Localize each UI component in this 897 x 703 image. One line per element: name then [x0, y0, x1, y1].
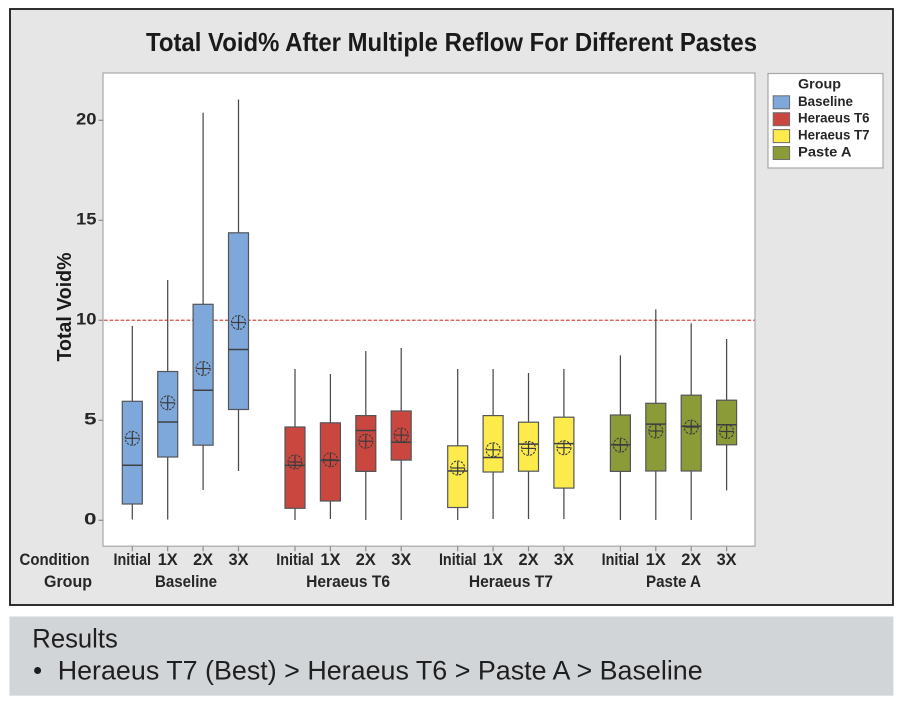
svg-text:0: 0	[84, 511, 97, 529]
svg-text:Paste A: Paste A	[646, 572, 701, 591]
svg-text:2X: 2X	[519, 550, 540, 569]
svg-text:Initial: Initial	[602, 550, 640, 569]
svg-text:Heraeus T7: Heraeus T7	[798, 128, 870, 143]
svg-text:Initial: Initial	[114, 550, 152, 569]
svg-text:Total Void% After Multiple Ref: Total Void% After Multiple Reflow For Di…	[146, 27, 757, 57]
svg-text:20: 20	[76, 111, 97, 129]
svg-text:2X: 2X	[356, 550, 377, 569]
svg-text:2X: 2X	[681, 550, 702, 569]
svg-text:Heraeus T7 (Best) > Heraeus T6: Heraeus T7 (Best) > Heraeus T6 > Paste A…	[58, 656, 703, 686]
svg-text:3X: 3X	[554, 550, 575, 569]
svg-text:Condition: Condition	[20, 550, 90, 569]
svg-text:Heraeus T7: Heraeus T7	[469, 572, 553, 591]
svg-text:Heraeus T6: Heraeus T6	[306, 572, 390, 591]
svg-text:Group: Group	[798, 77, 841, 92]
svg-text:Paste A: Paste A	[798, 145, 852, 160]
svg-text:3X: 3X	[391, 550, 412, 569]
svg-text:Baseline: Baseline	[155, 572, 217, 591]
svg-text:Total Void%: Total Void%	[54, 252, 76, 361]
svg-text:Group: Group	[44, 572, 92, 591]
svg-text:Heraeus T6: Heraeus T6	[798, 111, 870, 126]
svg-text:Initial: Initial	[276, 550, 314, 569]
svg-text:1X: 1X	[158, 550, 179, 569]
svg-text:10: 10	[76, 311, 97, 329]
svg-text:2X: 2X	[193, 550, 214, 569]
svg-text:Results: Results	[32, 624, 118, 654]
svg-text:1X: 1X	[483, 550, 504, 569]
svg-text:1X: 1X	[646, 550, 667, 569]
svg-text:3X: 3X	[229, 550, 250, 569]
svg-text:1X: 1X	[320, 550, 341, 569]
svg-text:15: 15	[76, 211, 97, 229]
svg-text:Baseline: Baseline	[798, 94, 853, 109]
svg-text:3X: 3X	[717, 550, 738, 569]
svg-text:5: 5	[84, 411, 97, 429]
svg-text:Initial: Initial	[439, 550, 477, 569]
